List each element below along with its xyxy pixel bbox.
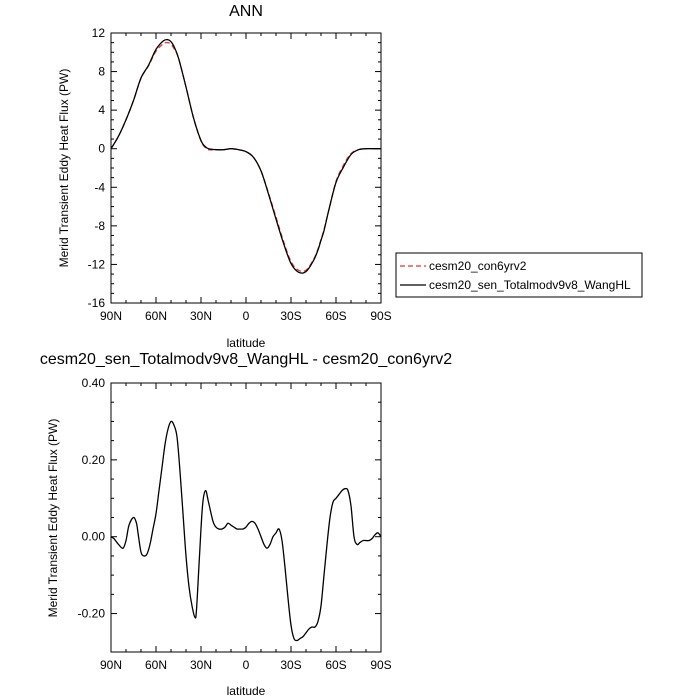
top-x-tick-label: 0	[243, 309, 250, 323]
bottom-series-line-1	[111, 420, 381, 642]
bottom-x-tick-label: 60S	[325, 658, 346, 672]
top-x-tick-label: 90S	[370, 309, 391, 323]
top-y-tick-label: 4	[98, 103, 105, 117]
legend: cesm20_con6yrv2 cesm20_sen_Totalmodv9v8_…	[395, 252, 643, 298]
bottom-plot-area: 90N 60N 30N 0 30S 60S 90S -0.20 0.00 0.20 0.40	[78, 376, 392, 672]
legend-box	[395, 252, 643, 298]
top-y-tick-label: 8	[98, 65, 105, 79]
top-plot-area: 90N 60N 30N 0 30S 60S 90S -16 -12 -8 -4 0 4 8 12	[88, 26, 392, 323]
top-y-tick-label: -4	[94, 180, 105, 194]
bottom-x-tick-label: 60N	[145, 658, 167, 672]
top-series-line-1	[111, 41, 381, 273]
top-x-tick-label: 30N	[190, 309, 212, 323]
bottom-y-tick-label: 0.40	[82, 376, 106, 390]
bottom-frame	[110, 382, 382, 653]
top-x-tick-label: 30S	[280, 309, 301, 323]
top-x-tick-label: 60S	[325, 309, 346, 323]
top-series-line-2	[111, 38, 381, 274]
bottom-x-tick-label: 30S	[280, 658, 301, 672]
legend-label-control: cesm20_con6yrv2	[429, 259, 527, 273]
top-y-tick-label: 12	[92, 26, 106, 40]
top-y-tick-label: -16	[88, 296, 106, 310]
bottom-x-tick-label: 90S	[370, 658, 391, 672]
top-frame	[110, 32, 382, 304]
bottom-y-tick-label: 0.20	[82, 453, 106, 467]
legend-label-sensitivity: cesm20_sen_Totalmodv9v8_WangHL	[429, 278, 631, 292]
bottom-x-tick-label: 30N	[190, 658, 212, 672]
top-chart-title: ANN	[229, 3, 263, 20]
bottom-x-axis-label: latitude	[227, 684, 266, 698]
bottom-chart-title: cesm20_sen_Totalmodv9v8_WangHL - cesm20_…	[40, 351, 452, 368]
top-x-axis-label: latitude	[227, 336, 266, 350]
bottom-x-tick-label: 90N	[100, 658, 122, 672]
bottom-y-tick-label: 0.00	[82, 530, 106, 544]
top-x-tick-label: 90N	[100, 309, 122, 323]
top-y-tick-label: -12	[88, 257, 106, 271]
bottom-x-tick-label: 0	[243, 658, 250, 672]
bottom-y-axis-label: Merid Transient Eddy Heat Flux (PW)	[46, 419, 60, 618]
top-y-tick-label: -8	[94, 219, 105, 233]
bottom-y-tick-label: -0.20	[78, 607, 106, 621]
top-x-tick-label: 60N	[145, 309, 167, 323]
top-y-tick-label: 0	[98, 142, 105, 156]
top-y-axis-label: Merid Transient Eddy Heat Flux (PW)	[57, 69, 71, 268]
